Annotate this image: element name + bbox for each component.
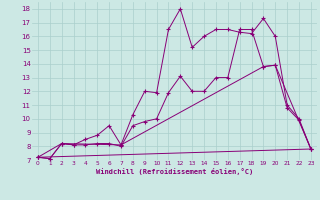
X-axis label: Windchill (Refroidissement éolien,°C): Windchill (Refroidissement éolien,°C) [96, 168, 253, 175]
